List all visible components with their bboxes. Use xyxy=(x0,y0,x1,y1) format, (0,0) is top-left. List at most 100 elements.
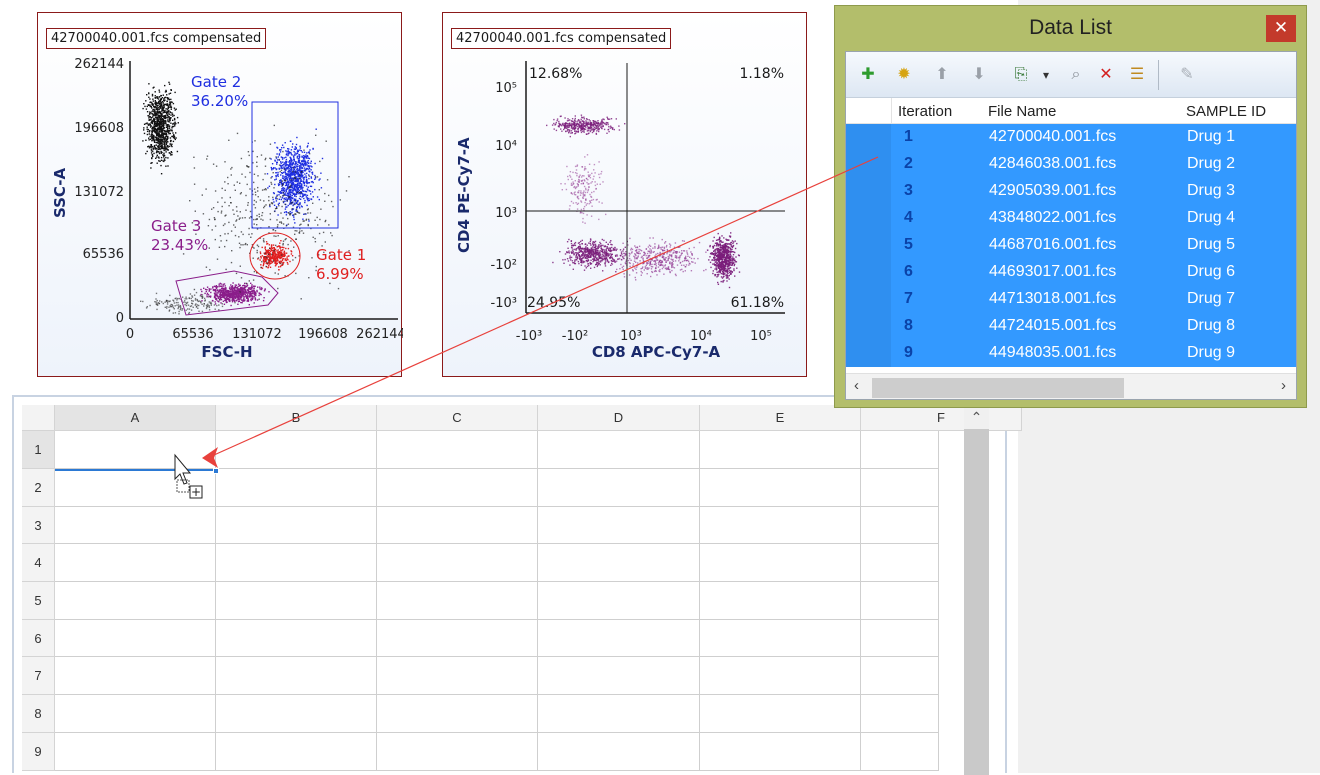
scatter-dot xyxy=(161,110,164,112)
scatter-dot xyxy=(295,195,297,198)
scatter-dot xyxy=(211,208,213,210)
scatter-dot xyxy=(173,308,175,310)
scatter-dot xyxy=(298,197,301,200)
scatter-dot xyxy=(731,271,733,273)
scatter-dot xyxy=(166,100,168,102)
scatter-dot xyxy=(310,160,312,162)
scatter-dot xyxy=(588,132,590,134)
scatter-dot xyxy=(304,164,307,166)
scatter-dot xyxy=(157,302,159,304)
scatter-dot xyxy=(290,240,292,242)
scatter-dot xyxy=(276,246,278,248)
scatter-dot xyxy=(286,256,288,258)
scatter-dot xyxy=(647,260,650,263)
scatter-dot xyxy=(263,257,265,259)
scatter-dot xyxy=(302,220,304,222)
scatter-dot xyxy=(270,248,272,250)
scatter-dot xyxy=(727,255,729,257)
scatter-dot xyxy=(164,131,167,133)
scatter-dot xyxy=(300,223,302,225)
scatter-dot xyxy=(590,247,593,249)
scatter-dot xyxy=(152,134,154,137)
scatter-dot xyxy=(177,307,179,310)
scatter-dot xyxy=(218,301,220,303)
scatter-dot xyxy=(606,132,608,134)
scatter-dot xyxy=(288,169,290,171)
scatter-dot xyxy=(578,124,581,126)
scatter-dot xyxy=(157,134,159,136)
scatter-dot xyxy=(187,308,189,310)
scatter-dot xyxy=(728,251,731,253)
scatter-dot xyxy=(160,173,163,175)
scatter-dot xyxy=(175,132,177,134)
scatter-dot xyxy=(307,142,309,145)
scatter-dot xyxy=(162,99,165,101)
scatter-dot xyxy=(156,120,158,122)
scatter-dot xyxy=(158,133,160,135)
scatter-dot xyxy=(148,113,151,115)
scatter-dot xyxy=(728,274,730,277)
scatter-dot xyxy=(173,134,175,137)
scatter-dot xyxy=(592,251,594,253)
scatter-dot xyxy=(728,269,730,271)
scatter-dot xyxy=(568,123,570,125)
scatter-dot xyxy=(234,189,236,191)
scatter-dot xyxy=(296,187,298,190)
scatter-dot xyxy=(295,272,297,275)
scatter-dot xyxy=(163,117,166,119)
scatter-dot xyxy=(596,258,599,261)
scatter-dot xyxy=(233,300,236,303)
scatter-dot xyxy=(275,157,278,159)
scatter-dot xyxy=(589,238,592,240)
scatter-dot xyxy=(235,206,238,208)
scatter-dot xyxy=(561,130,563,132)
scatter-dot xyxy=(283,194,285,196)
scatter-dot xyxy=(159,103,162,105)
plot-fsc-ssc[interactable]: SSC-A FSC-H 262144 196608 131072 65536 0… xyxy=(37,12,403,377)
scatter-dot xyxy=(296,152,299,154)
scatter-dot xyxy=(722,266,724,269)
scatter-dot xyxy=(594,124,596,126)
scatter-dot xyxy=(572,123,575,126)
scatter-dot xyxy=(171,154,173,156)
scatter-dot xyxy=(280,161,282,163)
scatter-dot xyxy=(164,145,166,148)
scatter-dot xyxy=(736,242,738,245)
scatter-dot xyxy=(592,124,594,126)
scatter-dot xyxy=(231,301,234,303)
scatter-dot xyxy=(275,175,277,177)
scatter-dot xyxy=(294,193,296,196)
scatter-dot xyxy=(192,300,194,302)
scatter-dot xyxy=(300,150,302,152)
scatter-dot xyxy=(280,221,282,223)
plot1-ytick: 131072 xyxy=(74,185,124,200)
scatter-dot xyxy=(594,124,597,127)
scatter-dot xyxy=(568,129,571,131)
scatter-dot xyxy=(220,290,223,293)
scatter-dot xyxy=(196,298,198,301)
scatter-dot xyxy=(731,263,734,266)
scatter-dot xyxy=(244,285,246,287)
scatter-dot xyxy=(173,114,175,117)
scatter-dot xyxy=(263,297,265,299)
scatter-dot xyxy=(152,109,154,111)
scatter-dot xyxy=(269,255,271,258)
scatter-dot xyxy=(594,249,596,252)
scatter-dot xyxy=(591,129,593,131)
scatter-dot xyxy=(593,130,595,133)
scatter-dot xyxy=(281,205,283,208)
scatter-dot xyxy=(728,254,730,256)
scatter-dot xyxy=(165,149,167,151)
plot-cd8-cd4[interactable]: CD4 PE-Cy7-A CD8 APC-Cy7-A 10⁵ 10⁴ 10³ -… xyxy=(442,12,807,377)
scatter-dot xyxy=(273,187,275,189)
scatter-dot xyxy=(296,179,299,181)
scatter-dot xyxy=(302,218,304,220)
scatter-dot xyxy=(166,137,169,140)
scatter-dot xyxy=(160,150,162,153)
scatter-dot xyxy=(170,139,172,142)
scatter-dot xyxy=(272,196,274,199)
scatter-dot xyxy=(303,149,305,151)
scatter-dot xyxy=(165,146,167,148)
scatter-dot xyxy=(300,164,302,166)
plot1-xtick: 0 xyxy=(126,327,134,342)
